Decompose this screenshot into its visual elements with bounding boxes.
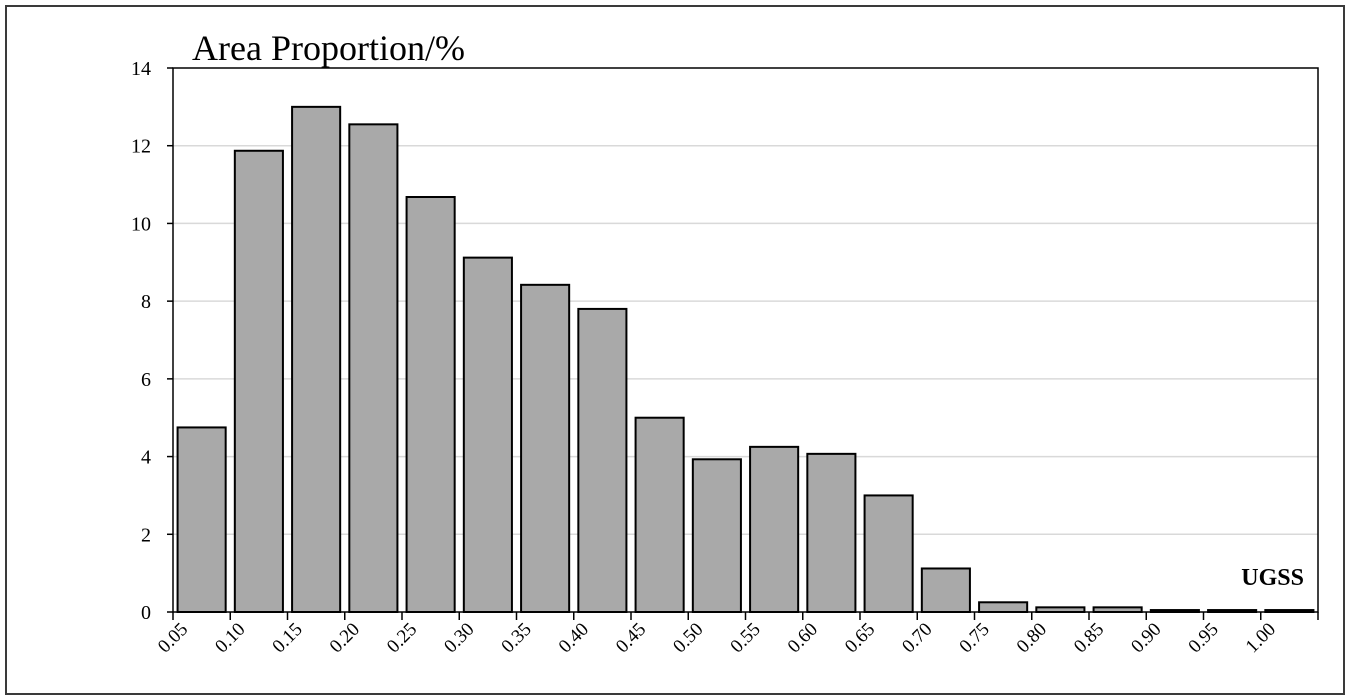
plot-border — [172, 67, 1319, 613]
x-tick-label: 0.30 — [440, 619, 478, 657]
x-tick-label: 0.70 — [898, 619, 936, 657]
y-tick-labels: 0 2 4 6 8 10 12 14 — [131, 58, 151, 624]
bar-0.25 — [405, 196, 456, 613]
y-tick-label: 2 — [141, 524, 151, 546]
series-annotation: UGSS — [1241, 565, 1304, 591]
x-tick-label: 0.35 — [497, 619, 535, 657]
bar-0.35 — [520, 283, 571, 613]
x-tick-label: 0.75 — [955, 619, 993, 657]
bar-0.45 — [634, 416, 685, 614]
y-tick-label: 14 — [131, 58, 151, 80]
bar-0.70 — [920, 567, 971, 613]
x-tick-label: 0.40 — [555, 619, 593, 657]
bar-0.20 — [348, 123, 399, 613]
bar-0.50 — [691, 458, 742, 614]
x-tick-label: 0.45 — [612, 619, 650, 657]
bar-0.10 — [233, 149, 284, 613]
x-tick-label: 0.80 — [1013, 619, 1051, 657]
x-tick-label: 0.95 — [1184, 619, 1222, 657]
bar-0.05 — [176, 426, 227, 613]
x-tick-labels: 0.05 0.10 0.15 0.20 0.25 0.30 0.35 0.40 0.45 0.50… — [154, 619, 1280, 657]
x-tick-label: 0.60 — [784, 619, 822, 657]
chart-title: Area Proportion/% — [192, 28, 465, 68]
y-tick-label: 6 — [141, 369, 151, 391]
x-tick-label: 0.25 — [383, 619, 421, 657]
y-tick-label: 8 — [141, 291, 151, 313]
x-tick-label: 0.05 — [154, 619, 192, 657]
x-tick-label: 0.65 — [841, 619, 879, 657]
bar-0.60 — [806, 452, 857, 614]
x-tick-label: 0.10 — [211, 619, 249, 657]
gridlines — [173, 144, 1318, 536]
bar-0.15 — [291, 105, 342, 613]
axes — [167, 67, 1319, 620]
x-tick-label: 0.55 — [726, 619, 764, 657]
bar-0.75 — [978, 601, 1029, 613]
bar-0.40 — [577, 307, 628, 613]
x-tick-label: 0.85 — [1070, 619, 1108, 657]
y-tick-label: 0 — [141, 602, 151, 624]
bar-0.30 — [462, 256, 513, 613]
bar-0.55 — [749, 445, 800, 613]
y-tick-label: 12 — [131, 136, 151, 158]
y-tick-label: 4 — [141, 447, 151, 469]
bars — [176, 105, 1315, 614]
y-tick-label: 10 — [131, 213, 151, 235]
x-tick-label: 0.90 — [1127, 619, 1165, 657]
x-tick-label: 0.50 — [669, 619, 707, 657]
x-tick-label: 0.15 — [268, 619, 306, 657]
bar-0.65 — [863, 494, 914, 613]
x-tick-label: 0.20 — [326, 619, 364, 657]
x-tick-label: 1.00 — [1242, 619, 1280, 657]
